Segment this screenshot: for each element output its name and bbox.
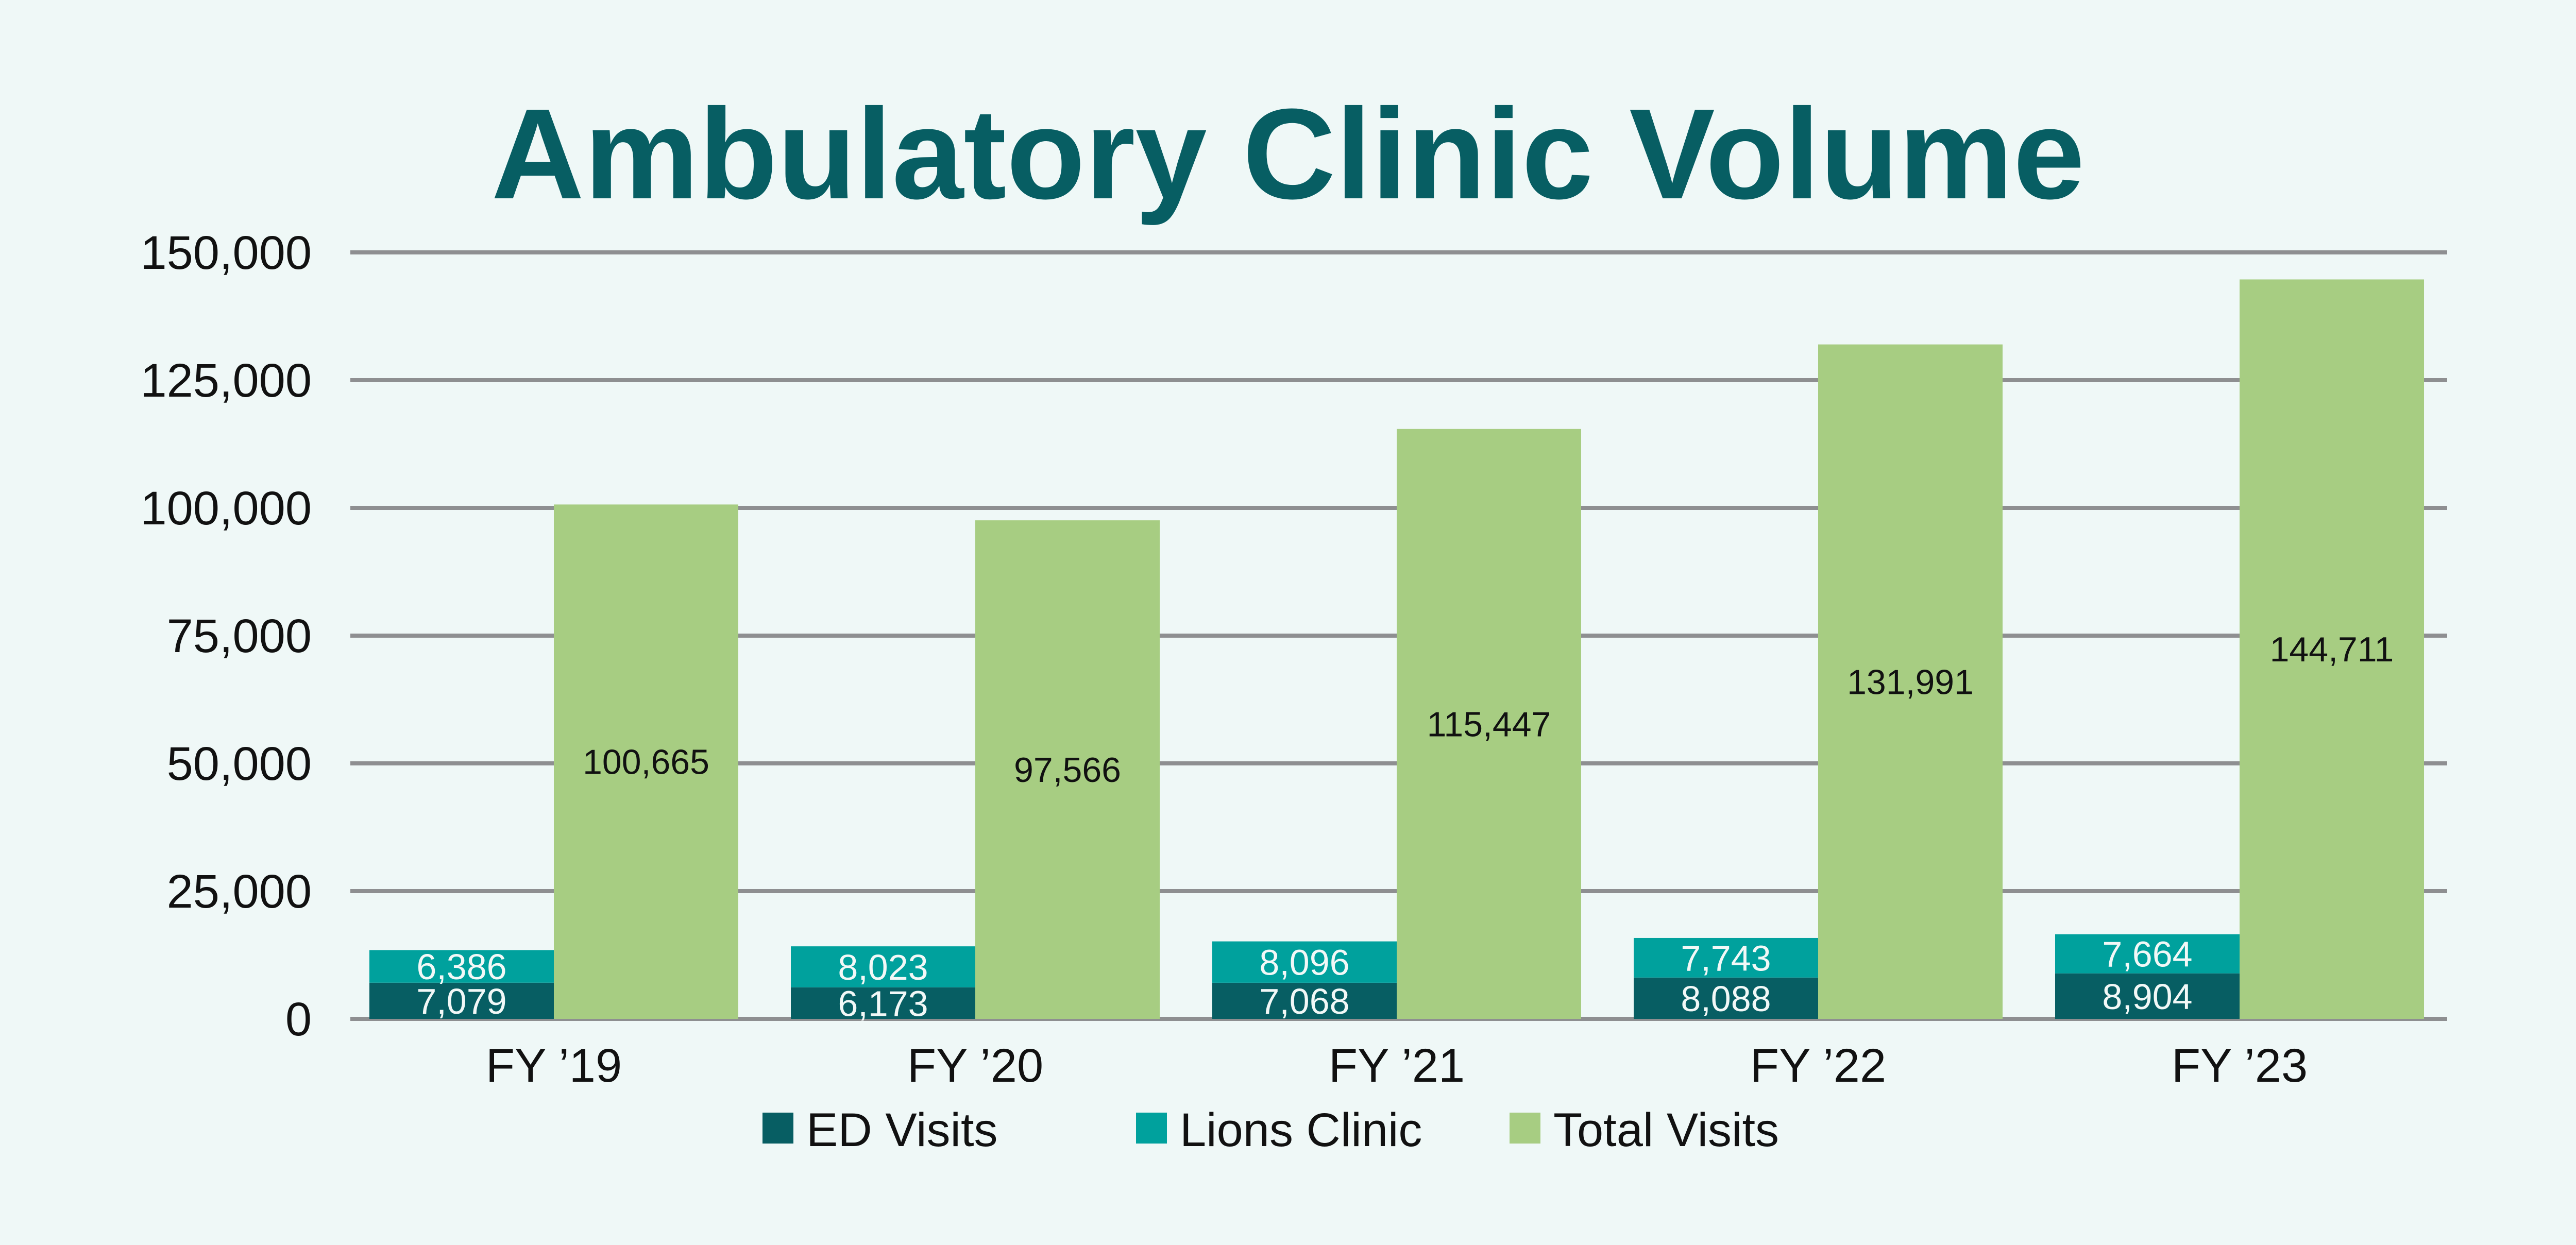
legend-label: Lions Clinic xyxy=(1180,1104,1422,1156)
legend-label: ED Visits xyxy=(806,1104,998,1156)
x-tick-label: FY ’21 xyxy=(1329,1039,1465,1092)
data-label-total-visits: 97,566 xyxy=(1014,751,1121,790)
data-label-lions-clinic: 6,386 xyxy=(416,947,506,987)
data-label-ed-visits: 6,173 xyxy=(838,983,928,1024)
data-label-lions-clinic: 7,743 xyxy=(1681,938,1771,978)
bar-lions-clinic xyxy=(1634,937,1818,978)
bars xyxy=(369,279,2424,1019)
data-label-total-visits: 131,991 xyxy=(1847,662,1974,702)
data-label-total-visits: 115,447 xyxy=(1427,705,1551,744)
y-tick-label: 50,000 xyxy=(167,738,312,790)
y-tick-label: 75,000 xyxy=(167,610,312,662)
bar-lions-clinic xyxy=(791,946,975,987)
bar-total-visits xyxy=(1397,429,1581,1019)
bar-total-visits xyxy=(2240,279,2424,1019)
legend-item-total-visits[interactable]: Total Visits xyxy=(1510,1104,1779,1156)
x-tick-label: FY ’22 xyxy=(1750,1039,1886,1092)
bar-ed-visits xyxy=(2055,973,2240,1019)
legend-swatch xyxy=(762,1113,793,1144)
x-tick-label: FY ’23 xyxy=(2172,1039,2308,1092)
y-tick-label: 100,000 xyxy=(140,482,312,535)
bar-total-visits xyxy=(554,504,738,1019)
data-labels: 7,0796,386100,6656,1738,02397,5667,0688,… xyxy=(416,630,2394,1024)
y-tick-label: 25,000 xyxy=(167,865,312,918)
legend: ED Visits Lions Clinic Total Visits xyxy=(762,1104,1779,1156)
data-label-lions-clinic: 7,664 xyxy=(2102,934,2192,975)
data-label-ed-visits: 7,079 xyxy=(416,981,506,1021)
legend-item-ed-visits[interactable]: ED Visits xyxy=(762,1104,998,1156)
bar-ed-visits xyxy=(791,987,975,1019)
data-label-total-visits: 100,665 xyxy=(583,743,709,782)
y-axis-ticks: 0 25,000 50,000 75,000 100,000 125,000 150,000 xyxy=(140,227,312,1046)
data-label-ed-visits: 8,904 xyxy=(2102,977,2192,1017)
data-label-ed-visits: 8,088 xyxy=(1681,979,1771,1019)
bar-lions-clinic xyxy=(1212,941,1397,983)
gridline xyxy=(350,250,2447,254)
bar-ed-visits xyxy=(369,982,554,1019)
bar-total-visits xyxy=(975,520,1160,1019)
data-label-total-visits: 144,711 xyxy=(2270,630,2394,669)
y-tick-label: 125,000 xyxy=(140,354,312,407)
legend-swatch xyxy=(1510,1113,1540,1144)
y-tick-label: 0 xyxy=(285,993,312,1046)
gridline xyxy=(350,378,2447,382)
legend-swatch xyxy=(1136,1113,1167,1144)
bar-total-visits xyxy=(1818,344,2003,1019)
data-label-lions-clinic: 8,096 xyxy=(1259,943,1349,983)
legend-item-lions-clinic[interactable]: Lions Clinic xyxy=(1136,1104,1422,1156)
bar-lions-clinic xyxy=(2055,934,2240,974)
data-label-ed-visits: 7,068 xyxy=(1259,981,1349,1021)
x-axis-ticks: FY ’19 FY ’20 FY ’21 FY ’22 FY ’23 xyxy=(486,1039,2308,1092)
legend-label: Total Visits xyxy=(1553,1104,1779,1156)
bar-lions-clinic xyxy=(369,950,554,983)
bar-ed-visits xyxy=(1634,977,1818,1019)
y-tick-label: 150,000 xyxy=(140,227,312,279)
x-tick-label: FY ’19 xyxy=(486,1039,622,1092)
bar-ed-visits xyxy=(1212,982,1397,1019)
data-label-lions-clinic: 8,023 xyxy=(838,947,928,987)
x-tick-label: FY ’20 xyxy=(907,1039,1043,1092)
chart-title: Ambulatory Clinic Volume xyxy=(491,82,2084,226)
